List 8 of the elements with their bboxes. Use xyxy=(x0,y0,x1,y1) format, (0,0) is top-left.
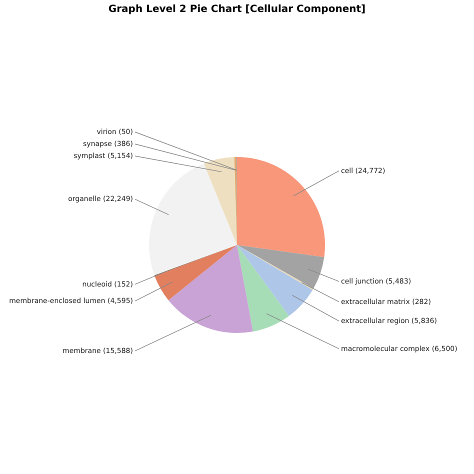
chart-title: Graph Level 2 Pie Chart [Cellular Component] xyxy=(108,4,366,15)
pie-slice xyxy=(149,163,237,276)
pie-slice xyxy=(168,245,254,333)
pie-slice xyxy=(154,245,237,300)
pie-slice xyxy=(237,245,289,332)
pie-slice xyxy=(237,245,313,316)
pie-slice xyxy=(204,157,237,245)
pie-slice xyxy=(237,157,325,258)
